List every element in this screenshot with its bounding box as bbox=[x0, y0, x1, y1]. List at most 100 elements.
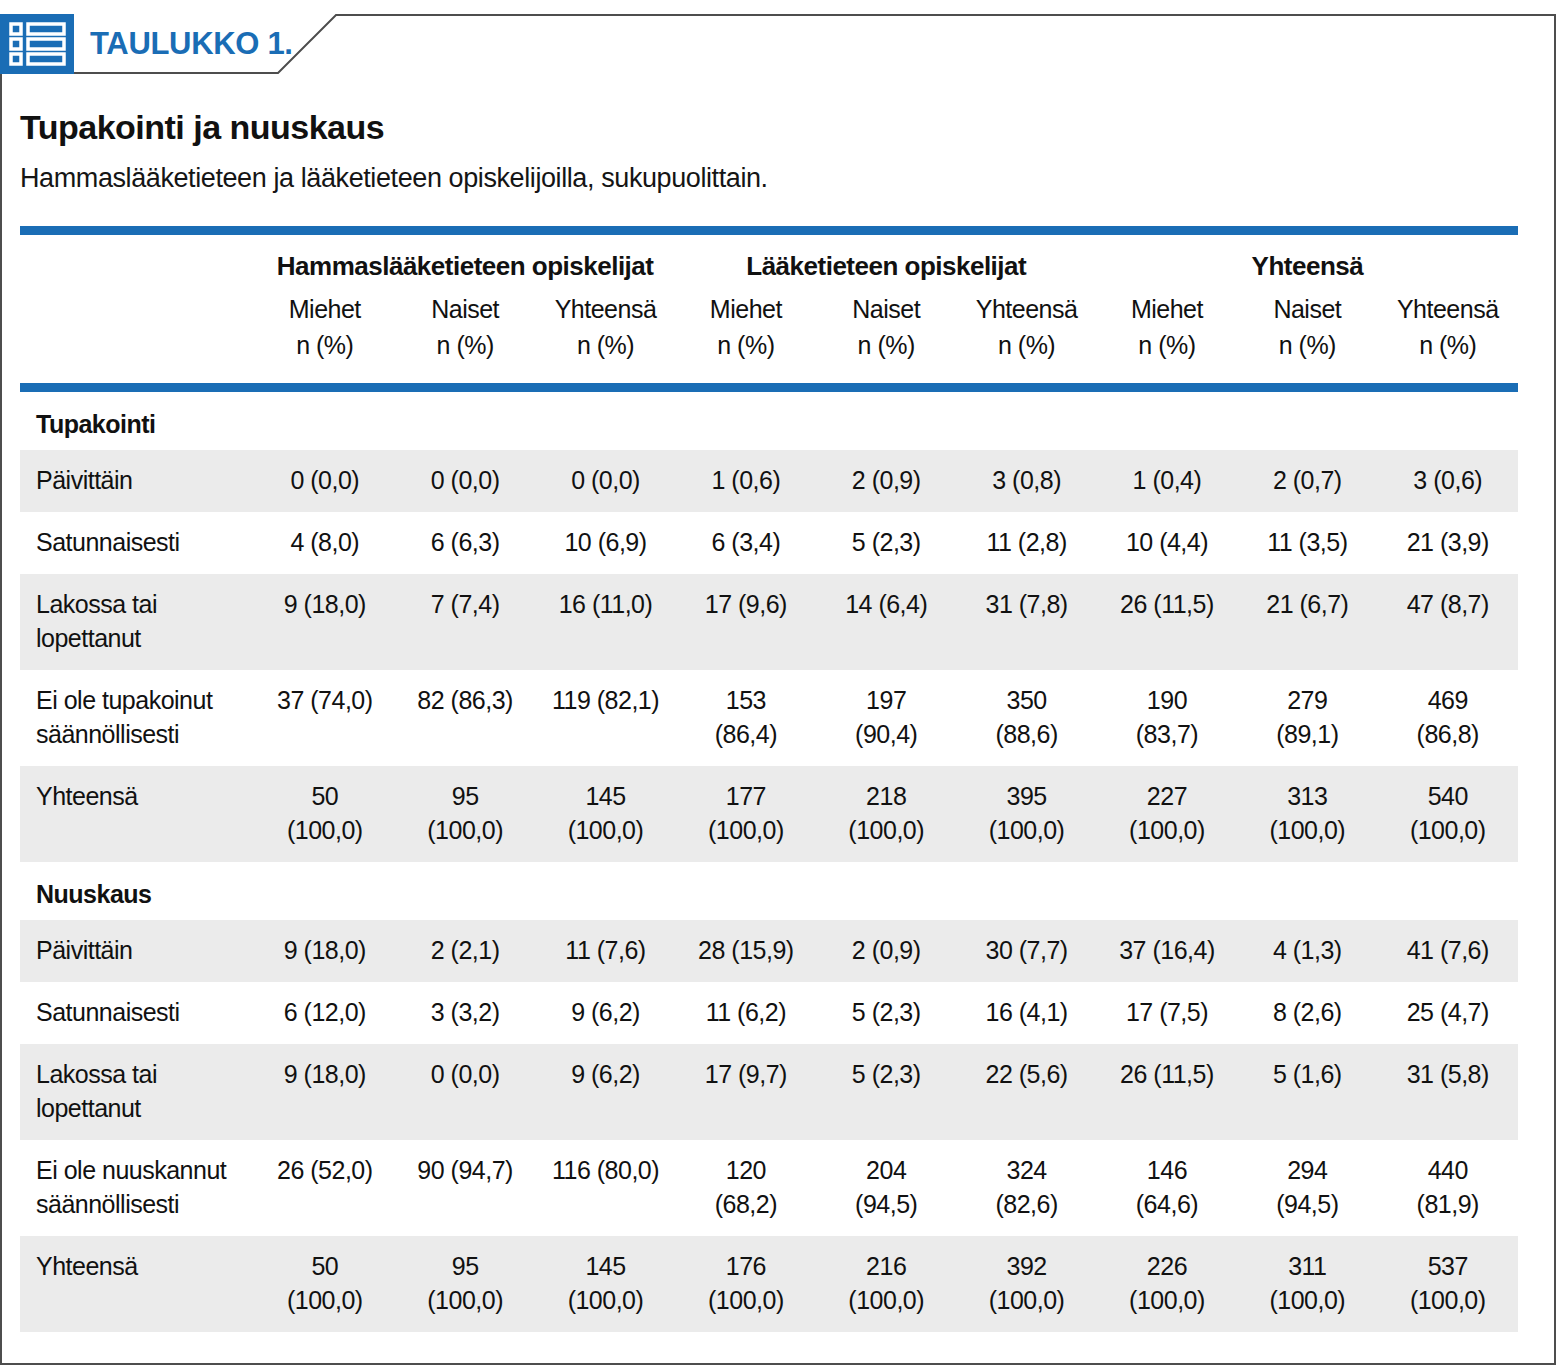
col-header: Miehet n (%) bbox=[676, 286, 816, 388]
table-cell: 4 (8,0) bbox=[255, 512, 395, 574]
table-cell: 5 (2,3) bbox=[816, 1044, 956, 1140]
table-cell: 145 (100,0) bbox=[535, 766, 675, 862]
col-group-header: Hammaslääketieteen opiskelijat bbox=[255, 231, 676, 287]
table-cell: 440 (81,9) bbox=[1378, 1140, 1519, 1236]
column-header-row: Miehet n (%) Naiset n (%) Yhteensä n (%)… bbox=[20, 286, 1518, 388]
table-cell: 9 (18,0) bbox=[255, 920, 395, 982]
table-row: Päivittäin 0 (0,0) 0 (0,0) 0 (0,0) 1 (0,… bbox=[20, 450, 1518, 512]
table-cell: 2 (0,7) bbox=[1237, 450, 1377, 512]
table-cell: 119 (82,1) bbox=[535, 670, 675, 766]
table-cell: 10 (4,4) bbox=[1097, 512, 1237, 574]
table-cell: 5 (1,6) bbox=[1237, 1044, 1377, 1140]
table-cell: 204 (94,5) bbox=[816, 1140, 956, 1236]
table-cell: 146 (64,6) bbox=[1097, 1140, 1237, 1236]
table-cell: 7 (7,4) bbox=[395, 574, 535, 670]
table-cell: 116 (80,0) bbox=[535, 1140, 675, 1236]
table-cell: 120 (68,2) bbox=[676, 1140, 816, 1236]
row-label: Päivittäin bbox=[20, 920, 255, 982]
col-header: Miehet n (%) bbox=[1097, 286, 1237, 388]
table-cell: 392 (100,0) bbox=[956, 1236, 1096, 1332]
table-cell: 21 (3,9) bbox=[1378, 512, 1519, 574]
table-cell: 11 (2,8) bbox=[956, 512, 1096, 574]
table-cell: 5 (2,3) bbox=[816, 512, 956, 574]
col-group-header: Lääketieteen opiskelijat bbox=[676, 231, 1097, 287]
table-row: Lakossa tai lopettanut 9 (18,0) 0 (0,0) … bbox=[20, 1044, 1518, 1140]
table-cell: 145 (100,0) bbox=[535, 1236, 675, 1332]
table-cell: 26 (11,5) bbox=[1097, 1044, 1237, 1140]
table-cell: 9 (6,2) bbox=[535, 982, 675, 1044]
table-cell: 216 (100,0) bbox=[816, 1236, 956, 1332]
table-cell: 16 (4,1) bbox=[956, 982, 1096, 1044]
table-cell: 4 (1,3) bbox=[1237, 920, 1377, 982]
table-cell: 9 (6,2) bbox=[535, 1044, 675, 1140]
col-header: Naiset n (%) bbox=[395, 286, 535, 388]
table-cell: 11 (6,2) bbox=[676, 982, 816, 1044]
row-label: Ei ole nuuskannut säännöllisesti bbox=[20, 1140, 255, 1236]
table-cell: 0 (0,0) bbox=[255, 450, 395, 512]
table-row: Lakossa tai lopettanut 9 (18,0) 7 (7,4) … bbox=[20, 574, 1518, 670]
col-header: Yhteensä n (%) bbox=[1378, 286, 1519, 388]
table-cell: 226 (100,0) bbox=[1097, 1236, 1237, 1332]
row-label: Ei ole tupakoinut säännöllisesti bbox=[20, 670, 255, 766]
table-title: Tupakointi ja nuuskaus bbox=[20, 108, 1518, 147]
col-header: Miehet n (%) bbox=[255, 286, 395, 388]
table-cell: 2 (2,1) bbox=[395, 920, 535, 982]
table-cell: 294 (94,5) bbox=[1237, 1140, 1377, 1236]
row-label: Lakossa tai lopettanut bbox=[20, 1044, 255, 1140]
col-header: Yhteensä n (%) bbox=[956, 286, 1096, 388]
table-cell: 9 (18,0) bbox=[255, 574, 395, 670]
table-cell: 6 (6,3) bbox=[395, 512, 535, 574]
table-cell: 82 (86,3) bbox=[395, 670, 535, 766]
table-row: Ei ole nuuskannut säännöllisesti 26 (52,… bbox=[20, 1140, 1518, 1236]
col-group-header: Yhteensä bbox=[1097, 231, 1518, 287]
table-cell: 16 (11,0) bbox=[535, 574, 675, 670]
table-cell: 26 (52,0) bbox=[255, 1140, 395, 1236]
section-title: Tupakointi bbox=[20, 388, 1518, 451]
table-row: Satunnaisesti 4 (8,0) 6 (6,3) 10 (6,9) 6… bbox=[20, 512, 1518, 574]
table-cell: 324 (82,6) bbox=[956, 1140, 1096, 1236]
table-cell: 1 (0,6) bbox=[676, 450, 816, 512]
table-cell: 469 (86,8) bbox=[1378, 670, 1519, 766]
table-cell: 3 (3,2) bbox=[395, 982, 535, 1044]
table-tab-label: TAULUKKO 1. bbox=[90, 26, 293, 62]
table-row: Yhteensä 50 (100,0) 95 (100,0) 145 (100,… bbox=[20, 1236, 1518, 1332]
table-cell: 197 (90,4) bbox=[816, 670, 956, 766]
table-cell: 90 (94,7) bbox=[395, 1140, 535, 1236]
table-cell: 50 (100,0) bbox=[255, 1236, 395, 1332]
table-row: Yhteensä 50 (100,0) 95 (100,0) 145 (100,… bbox=[20, 766, 1518, 862]
table-cell: 313 (100,0) bbox=[1237, 766, 1377, 862]
table-row: Päivittäin 9 (18,0) 2 (2,1) 11 (7,6) 28 … bbox=[20, 920, 1518, 982]
section-header-row: Nuuskaus bbox=[20, 862, 1518, 920]
table-cell: 279 (89,1) bbox=[1237, 670, 1377, 766]
table-cell: 41 (7,6) bbox=[1378, 920, 1519, 982]
table-cell: 177 (100,0) bbox=[676, 766, 816, 862]
table-cell: 50 (100,0) bbox=[255, 766, 395, 862]
table-row: Satunnaisesti 6 (12,0) 3 (3,2) 9 (6,2) 1… bbox=[20, 982, 1518, 1044]
table-cell: 176 (100,0) bbox=[676, 1236, 816, 1332]
table-cell: 28 (15,9) bbox=[676, 920, 816, 982]
table-cell: 6 (3,4) bbox=[676, 512, 816, 574]
table-cell: 0 (0,0) bbox=[535, 450, 675, 512]
table-content: Tupakointi ja nuuskaus Hammaslääketietee… bbox=[20, 100, 1518, 1332]
corner-cell bbox=[20, 286, 255, 388]
section-header-row: Tupakointi bbox=[20, 388, 1518, 451]
col-header: Naiset n (%) bbox=[816, 286, 956, 388]
table-cell: 26 (11,5) bbox=[1097, 574, 1237, 670]
table-cell: 37 (74,0) bbox=[255, 670, 395, 766]
table-subtitle: Hammaslääketieteen ja lääketieteen opisk… bbox=[20, 163, 1518, 194]
table-cell: 2 (0,9) bbox=[816, 450, 956, 512]
table-cell: 8 (2,6) bbox=[1237, 982, 1377, 1044]
table-cell: 0 (0,0) bbox=[395, 1044, 535, 1140]
row-label: Satunnaisesti bbox=[20, 512, 255, 574]
table-cell: 17 (9,7) bbox=[676, 1044, 816, 1140]
table-cell: 14 (6,4) bbox=[816, 574, 956, 670]
row-label: Satunnaisesti bbox=[20, 982, 255, 1044]
row-label: Päivittäin bbox=[20, 450, 255, 512]
table-cell: 17 (7,5) bbox=[1097, 982, 1237, 1044]
table-cell: 95 (100,0) bbox=[395, 1236, 535, 1332]
table-cell: 395 (100,0) bbox=[956, 766, 1096, 862]
table-cell: 31 (5,8) bbox=[1378, 1044, 1519, 1140]
table-cell: 311 (100,0) bbox=[1237, 1236, 1377, 1332]
table-cell: 153 (86,4) bbox=[676, 670, 816, 766]
table-cell: 537 (100,0) bbox=[1378, 1236, 1519, 1332]
